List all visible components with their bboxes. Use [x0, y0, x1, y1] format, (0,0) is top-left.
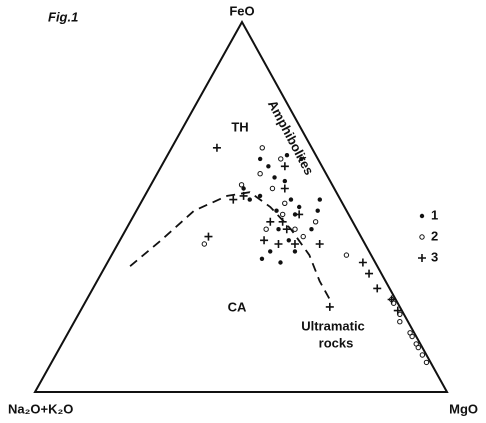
annotation: CA — [228, 299, 247, 314]
point — [238, 182, 245, 188]
point — [325, 302, 334, 311]
point — [423, 359, 430, 366]
point — [292, 212, 298, 217]
point — [397, 319, 403, 325]
point — [266, 217, 275, 226]
vertex-label: MgO — [449, 401, 478, 416]
point — [300, 233, 306, 240]
boundary-line — [129, 191, 333, 304]
point — [317, 197, 322, 202]
point — [278, 217, 287, 226]
triangle — [33, 19, 449, 393]
legend-label: 1 — [431, 207, 438, 222]
point — [295, 210, 304, 219]
point — [269, 185, 276, 192]
point — [315, 208, 320, 213]
point — [358, 258, 367, 267]
point — [239, 191, 248, 200]
point — [282, 225, 291, 234]
point — [268, 249, 273, 254]
point — [257, 193, 263, 199]
point — [278, 156, 284, 162]
point — [292, 226, 298, 232]
point — [278, 260, 283, 265]
annotation: TH — [231, 119, 248, 134]
point — [259, 145, 265, 151]
legend-marker — [419, 234, 425, 240]
point — [290, 240, 299, 248]
point — [292, 249, 298, 254]
point — [241, 186, 246, 191]
point — [419, 352, 426, 358]
point — [276, 227, 281, 232]
point — [282, 200, 288, 207]
point — [286, 238, 291, 243]
point — [263, 226, 269, 232]
legend-marker — [419, 213, 425, 219]
point — [373, 284, 382, 293]
point — [201, 241, 208, 247]
point — [259, 256, 265, 261]
point — [204, 232, 213, 241]
point — [274, 208, 279, 213]
point — [280, 162, 289, 171]
point — [296, 204, 302, 210]
point — [309, 227, 314, 232]
vertex-label: Na₂O+K₂O — [8, 401, 73, 416]
legend-label: 2 — [431, 228, 438, 243]
point — [413, 341, 419, 347]
point — [282, 178, 288, 184]
point — [279, 211, 286, 218]
point — [274, 240, 283, 248]
vertex-label: FeO — [229, 3, 254, 18]
annotation: Ultramatic — [301, 318, 365, 333]
point — [257, 156, 263, 162]
point — [212, 143, 221, 152]
point — [229, 195, 238, 204]
chart-title: Fig.1 — [48, 9, 78, 24]
legend-label: 3 — [431, 249, 438, 264]
point — [407, 330, 413, 336]
point — [266, 164, 271, 169]
point — [312, 219, 319, 225]
point — [299, 156, 304, 162]
point — [247, 197, 252, 202]
point — [260, 236, 269, 245]
point — [257, 171, 263, 177]
legend-marker — [418, 254, 426, 262]
point — [284, 153, 290, 158]
point — [280, 184, 289, 193]
point — [365, 269, 374, 278]
legend: 1 2 3 — [418, 207, 438, 264]
point — [315, 240, 324, 248]
point — [393, 306, 402, 315]
point — [272, 175, 277, 180]
point — [288, 197, 294, 202]
point — [343, 252, 350, 258]
annotation: rocks — [319, 335, 354, 350]
point — [387, 295, 396, 304]
